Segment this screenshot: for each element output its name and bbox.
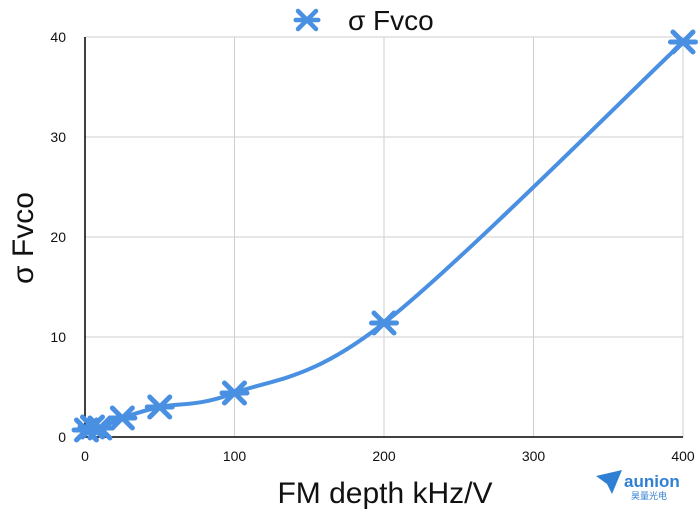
x-tick-label: 400 <box>671 448 695 464</box>
legend-label: σ Fvco <box>348 5 434 36</box>
watermark-logo: aunion 昊量光电 <box>596 470 680 501</box>
x-tick-label: 100 <box>223 448 247 464</box>
series-markers <box>71 29 698 443</box>
x-tick-labels: 0 100 200 300 400 <box>81 448 695 464</box>
data-point-marker <box>107 405 138 431</box>
x-axis-title: FM depth kHz/V <box>277 477 492 510</box>
y-tick-labels: 0 10 20 30 40 <box>50 29 66 445</box>
y-axis-title: σ Fvco <box>7 192 40 284</box>
x-tick-label: 300 <box>522 448 546 464</box>
x-tick-label: 200 <box>372 448 396 464</box>
y-tick-label: 20 <box>50 229 66 245</box>
data-point-marker <box>369 310 399 336</box>
watermark-subtext: 昊量光电 <box>631 490 667 501</box>
y-tick-label: 10 <box>50 329 66 345</box>
grid-lines <box>85 36 684 437</box>
data-point-marker <box>84 415 115 441</box>
series-line <box>84 40 685 432</box>
axes <box>84 37 683 438</box>
data-point-marker <box>219 380 250 406</box>
data-point-marker <box>144 394 175 420</box>
legend-asterisk <box>293 8 321 32</box>
y-tick-label: 30 <box>50 129 66 145</box>
y-tick-label: 0 <box>58 429 66 445</box>
paper-plane-icon <box>596 470 622 494</box>
y-tick-label: 40 <box>50 29 66 45</box>
x-tick-label: 0 <box>81 448 89 464</box>
watermark-brand: aunion <box>624 472 680 491</box>
legend: σ Fvco <box>293 5 434 36</box>
data-point-marker <box>668 29 698 55</box>
legend-marker-icon <box>293 8 321 32</box>
